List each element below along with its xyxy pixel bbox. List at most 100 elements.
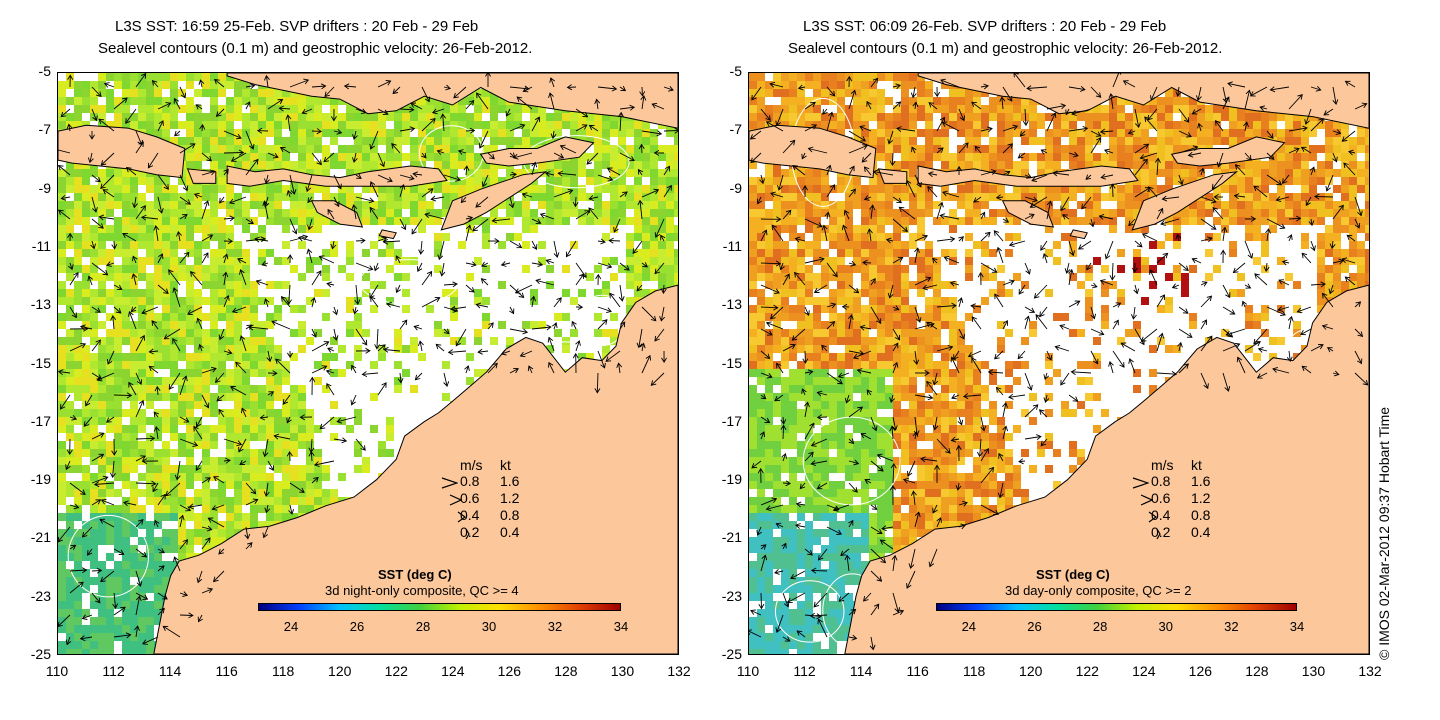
velocity-vector-head: [195, 465, 201, 471]
velocity-vector: [442, 114, 445, 132]
sst-pixel: [234, 489, 242, 497]
sst-pixel: [274, 377, 282, 385]
velocity-vector-head: [511, 171, 517, 178]
velocity-vector: [289, 504, 293, 515]
velocity-vector: [660, 306, 665, 321]
sst-pixel: [242, 121, 250, 129]
sst-pixel: [146, 609, 154, 617]
sst-pixel: [482, 177, 490, 185]
velocity-vector-head: [424, 212, 431, 219]
velocity-vector-head: [351, 204, 358, 210]
sst-pixel: [138, 585, 146, 593]
sst-pixel: [138, 441, 146, 449]
velocity-vector: [377, 344, 386, 352]
sst-pixel: [146, 369, 154, 377]
sst-pixel: [122, 593, 130, 601]
sst-pixel: [170, 537, 178, 545]
sst-pixel: [434, 233, 442, 241]
sst-pixel: [74, 457, 82, 465]
sst-pixel: [154, 537, 162, 545]
velocity-vector: [641, 306, 657, 322]
velocity-vector-head: [606, 307, 612, 314]
sst-pixel: [202, 185, 210, 193]
sst-pixel: [114, 409, 122, 417]
velocity-vector-head: [638, 143, 645, 150]
sst-pixel: [290, 185, 298, 193]
sst-pixel: [226, 241, 234, 249]
velocity-vector: [107, 350, 115, 365]
sst-pixel: [274, 425, 282, 433]
sst-pixel: [234, 297, 242, 305]
sst-pixel: [594, 113, 602, 121]
velocity-vector-head: [477, 348, 483, 355]
sst-pixel: [106, 121, 114, 129]
sst-pixel: [242, 297, 250, 305]
island-land: [378, 229, 397, 240]
sst-pixel: [458, 121, 466, 129]
velocity-vector: [458, 150, 467, 154]
sst-pixel: [202, 217, 210, 225]
sst-pixel: [322, 193, 330, 201]
velocity-vector: [326, 383, 335, 396]
sst-pixel: [178, 409, 186, 417]
velocity-vector-head: [98, 453, 105, 459]
sst-pixel: [98, 241, 106, 249]
sst-pixel: [186, 393, 194, 401]
sst-pixel: [226, 385, 234, 393]
sst-pixel: [250, 105, 258, 113]
velocity-vector-head: [653, 150, 660, 156]
velocity-vector-head: [617, 111, 624, 118]
velocity-vector: [91, 240, 95, 249]
sst-pixel: [226, 105, 234, 113]
sst-pixel: [298, 217, 306, 225]
sst-pixel: [658, 169, 666, 177]
sst-pixel: [250, 233, 258, 241]
velocity-vector: [333, 438, 347, 442]
sst-pixel: [122, 505, 130, 513]
sst-pixel: [234, 393, 242, 401]
sst-pixel: [146, 201, 154, 209]
sst-pixel: [138, 601, 146, 609]
sst-pixel: [210, 521, 218, 529]
sst-pixel: [450, 161, 458, 169]
sst-pixel: [138, 553, 146, 561]
sst-pixel: [202, 545, 210, 553]
velocity-vector: [355, 174, 362, 179]
sst-pixel: [74, 201, 82, 209]
sst-pixel: [162, 233, 170, 241]
velocity-vector: [516, 96, 533, 110]
sst-pixel: [362, 145, 370, 153]
sst-pixel: [146, 185, 154, 193]
sst-pixel: [242, 465, 250, 473]
sst-pixel: [98, 521, 106, 529]
sst-pixel: [474, 217, 482, 225]
sst-pixel: [274, 417, 282, 425]
sst-pixel: [146, 649, 154, 654]
velocity-vector-head: [87, 275, 93, 282]
sst-pixel: [114, 169, 122, 177]
velocity-vector-head: [522, 328, 529, 335]
velocity-vector-head: [557, 170, 563, 177]
sst-pixel: [66, 585, 74, 593]
sst-pixel: [58, 97, 66, 105]
sst-pixel: [114, 521, 122, 529]
velocity-vector: [201, 124, 204, 132]
sst-pixel: [162, 241, 170, 249]
sst-pixel: [138, 385, 146, 393]
sst-pixel: [74, 265, 82, 273]
velocity-vector-head: [190, 271, 196, 277]
sst-pixel: [122, 361, 130, 369]
sst-pixel: [90, 641, 98, 649]
sst-pixel: [58, 313, 66, 321]
sst-pixel: [202, 73, 210, 81]
velocity-vector-head: [660, 288, 667, 294]
velocity-vector: [69, 416, 77, 420]
sst-pixel: [434, 145, 442, 153]
sst-pixel: [634, 217, 642, 225]
sst-pixel: [306, 337, 314, 345]
sst-pixel: [170, 289, 178, 297]
velocity-vector-head: [594, 388, 601, 394]
velocity-vector: [663, 185, 672, 198]
sst-pixel: [386, 153, 394, 161]
sst-pixel: [82, 369, 90, 377]
